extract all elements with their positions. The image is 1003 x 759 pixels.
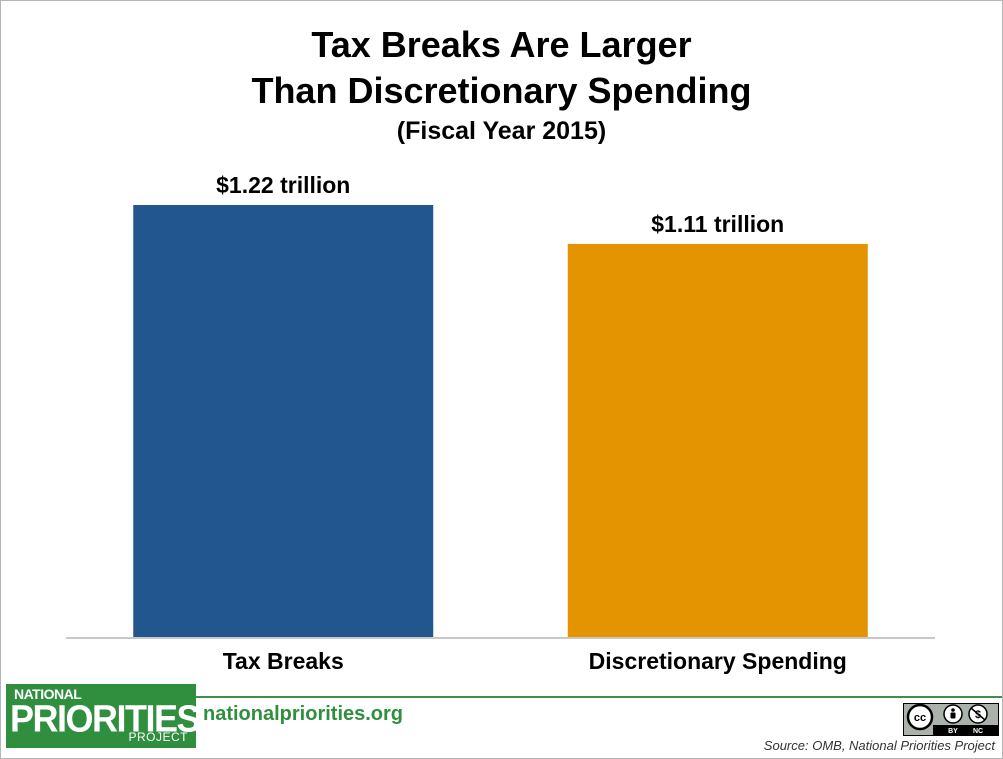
by-label: BY	[948, 728, 958, 735]
site-link[interactable]: nationalpriorities.org	[203, 703, 404, 725]
title-block: Tax Breaks Are Larger Than Discretionary…	[0, 22, 1003, 146]
cc-text: cc	[914, 712, 926, 724]
cc-circle-icon	[906, 703, 934, 731]
svg-text:$: $	[975, 709, 981, 721]
source-note: Source: OMB, National Priorities Project	[763, 738, 995, 753]
chart-title-line-2: Than Discretionary Spending	[251, 70, 752, 111]
bar-tax-breaks	[133, 205, 434, 637]
x-tick-label-0: Tax Breaks	[223, 648, 344, 674]
bar-chart: $1.22 trillion Tax Breaks $1.11 trillion Di…	[66, 172, 935, 674]
logo-priorities-text: PRIORITIES	[10, 696, 201, 740]
nc-label: NC	[973, 728, 983, 735]
logo-national-text: NATIONAL	[14, 686, 82, 702]
footer-divider	[196, 696, 1002, 698]
logo-project-text: PROJECT	[128, 730, 188, 744]
bar-discretionary-spending	[567, 243, 868, 638]
chart-title-line-1: Tax Breaks Are Larger	[311, 24, 692, 65]
data-label-1: $1.11 trillion	[651, 211, 784, 237]
data-label-0: $1.22 trillion	[216, 172, 350, 198]
cc-by-nc-icon[interactable]: cc $ BY NC	[903, 703, 999, 736]
chart-subtitle: (Fiscal Year 2015)	[396, 117, 607, 145]
npp-logo[interactable]: NATIONAL PRIORITIES PROJECT	[6, 684, 201, 748]
x-tick-label-1: Discretionary Spending	[589, 648, 847, 674]
